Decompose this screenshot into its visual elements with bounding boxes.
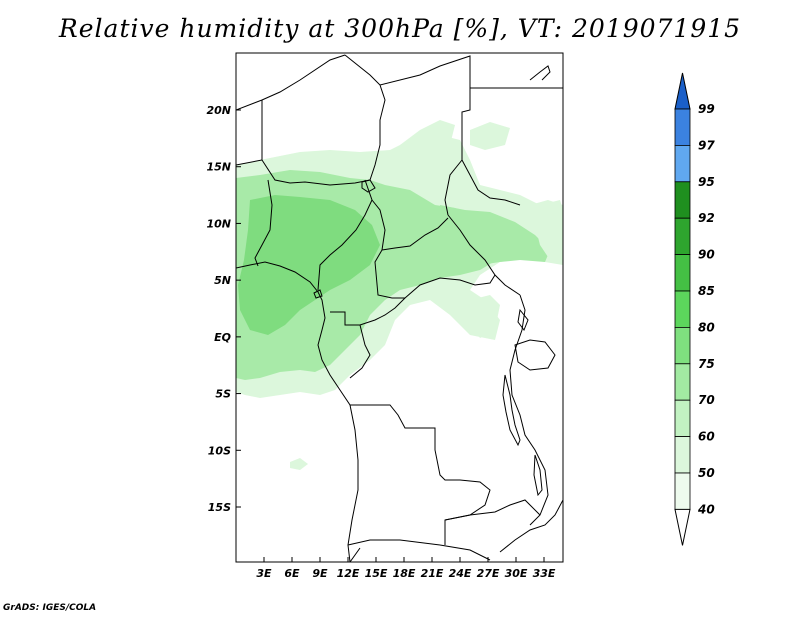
border-sudan bbox=[447, 87, 563, 296]
lon-label: 15E bbox=[365, 567, 388, 580]
colorbar-top-arrow bbox=[674, 72, 691, 110]
lake-malawi bbox=[533, 454, 543, 497]
colorbar-label: 97 bbox=[698, 138, 715, 152]
colorbar-label: 80 bbox=[698, 320, 715, 334]
border-car bbox=[371, 199, 496, 299]
longitude-axis: 3E 6E 9E 12E 15E 18E 21E 24E 27E 30E 33E bbox=[256, 557, 556, 580]
humidity-shading bbox=[236, 120, 563, 470]
lon-label: 21E bbox=[421, 567, 444, 580]
lat-label: 10N bbox=[206, 217, 231, 230]
lat-label: 15N bbox=[206, 161, 231, 174]
coastline-west-africa bbox=[236, 261, 359, 562]
border-angola bbox=[347, 404, 491, 546]
lat-label: 10S bbox=[208, 444, 231, 457]
humidity-region-angola-patch bbox=[290, 458, 308, 470]
lon-label: 27E bbox=[477, 567, 500, 580]
colorbar-segment bbox=[674, 399, 691, 438]
colorbar-segment bbox=[674, 472, 691, 510]
lake-albert bbox=[517, 308, 529, 332]
country-borders bbox=[236, 54, 563, 562]
colorbar-label: 85 bbox=[698, 284, 715, 298]
colorbar-label: 40 bbox=[697, 502, 715, 516]
colorbar-segment bbox=[674, 326, 691, 365]
colorbar-segment bbox=[674, 181, 691, 219]
map-frame bbox=[235, 52, 564, 563]
lat-label: 15S bbox=[208, 501, 231, 514]
colorbar-label: 99 bbox=[698, 102, 715, 116]
colorbar-segment bbox=[674, 144, 691, 183]
border-sahara bbox=[236, 54, 386, 181]
humidity-region-north-patch-1 bbox=[400, 120, 455, 152]
humidity-region-cameroon bbox=[238, 195, 380, 335]
colorbar-label: 95 bbox=[698, 175, 715, 189]
border-drc-east bbox=[509, 294, 549, 526]
lon-label: 12E bbox=[337, 567, 360, 580]
border-south bbox=[349, 499, 563, 562]
chart-title: Relative humidity at 300hPa [%], VT: 201… bbox=[58, 14, 742, 43]
lat-label: EQ bbox=[214, 331, 231, 344]
border-niger-chad bbox=[236, 100, 371, 186]
lon-label: 18E bbox=[393, 567, 416, 580]
humidity-region-north-patch-2 bbox=[470, 122, 510, 150]
border-congo-drc bbox=[330, 297, 406, 379]
colorbar-segment bbox=[674, 436, 691, 474]
colorbar-label: 92 bbox=[698, 211, 715, 225]
lon-label: 33E bbox=[533, 567, 556, 580]
colorbar-label: 75 bbox=[698, 357, 715, 371]
lake-tanganyika bbox=[502, 374, 521, 447]
colorbar-label: 50 bbox=[698, 466, 715, 480]
colorbar-label: 90 bbox=[698, 248, 715, 262]
lat-label: 5N bbox=[214, 274, 231, 287]
colorbar-label: 70 bbox=[698, 393, 715, 407]
lon-label: 9E bbox=[312, 567, 328, 580]
lon-label: 6E bbox=[284, 567, 300, 580]
lake-victoria bbox=[514, 339, 556, 371]
humidity-region-east bbox=[530, 200, 563, 262]
lon-label: 30E bbox=[505, 567, 528, 580]
grads-credit: GrADS: IGES/COLA bbox=[3, 603, 97, 613]
colorbar-segment bbox=[674, 108, 691, 146]
colorbar: 99 97 95 92 90 85 80 75 70 60 50 40 bbox=[674, 72, 715, 546]
coast-gulf-islands bbox=[313, 289, 323, 299]
lon-label: 24E bbox=[449, 567, 472, 580]
lake-chad bbox=[361, 179, 376, 193]
lat-label: 20N bbox=[206, 104, 231, 117]
humidity-region-uganda bbox=[468, 295, 500, 338]
colorbar-segment bbox=[674, 290, 691, 328]
red-sea-coast bbox=[529, 65, 551, 81]
colorbar-label: 60 bbox=[698, 430, 715, 444]
latitude-axis: 20N 15N 10N 5N EQ 5S 10S 15S bbox=[206, 104, 241, 514]
colorbar-segment bbox=[674, 254, 691, 292]
border-chad-libya bbox=[379, 55, 471, 216]
colorbar-segment bbox=[674, 363, 691, 401]
lat-label: 5S bbox=[215, 388, 231, 401]
border-nigeria-cameroon bbox=[254, 179, 373, 291]
colorbar-segment bbox=[674, 217, 691, 255]
lon-label: 3E bbox=[256, 567, 272, 580]
humidity-region-car bbox=[440, 205, 550, 265]
border-zambia bbox=[444, 499, 541, 521]
colorbar-bottom-arrow bbox=[674, 508, 691, 546]
